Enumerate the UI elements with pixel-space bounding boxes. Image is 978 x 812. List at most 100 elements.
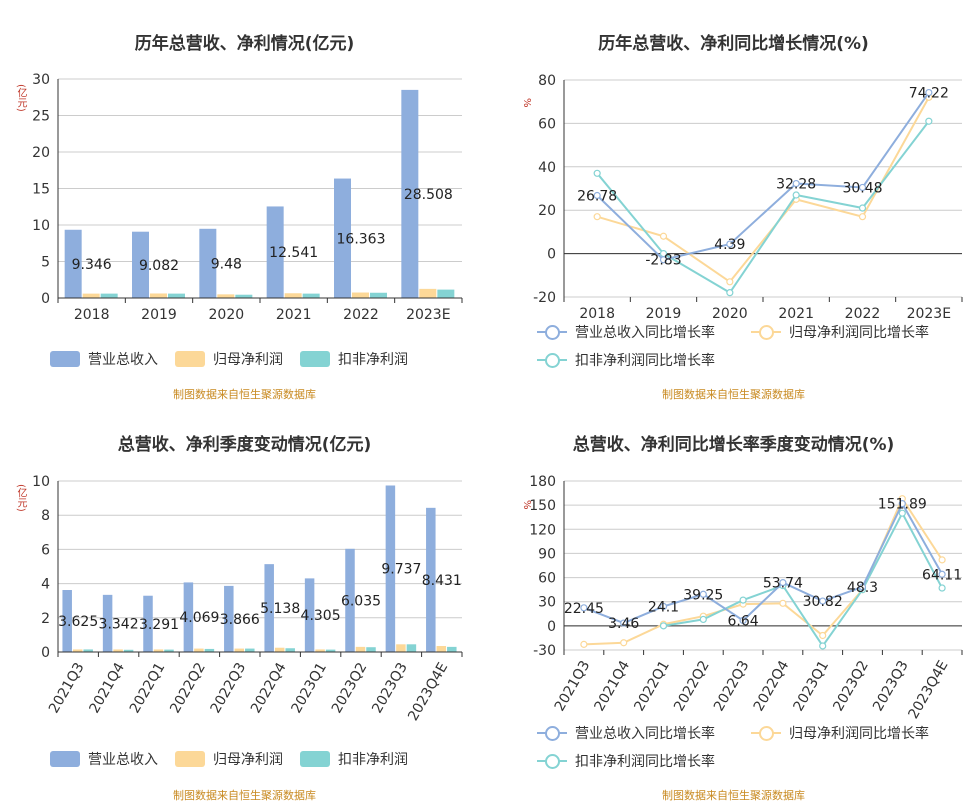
chart-title: 总营收、净利同比增长率季度变动情况(%) [572,435,895,455]
bar [234,648,245,652]
data-point [819,597,827,605]
data-point [659,232,668,240]
series-line [596,120,930,294]
annual-revenue-profit-panel: 历年总营收、净利情况(亿元) (亿元) 0 5 10 15 20 25 30 2018 2019… [0,0,489,406]
bar [334,178,351,298]
data-label: 9.346 [72,257,112,273]
bar [401,89,419,298]
bar [83,649,93,652]
legend-swatch [300,751,330,767]
legend-item-deducted-profit-growth[interactable]: 扣非净利润同比增长率 [537,751,715,771]
chart-title: 历年总营收、净利同比增长情况(%) [598,34,869,54]
legend-item-net-profit-growth[interactable]: 归母净利润同比增长率 [751,723,929,743]
bar [183,582,194,652]
legend-label: 营业总收入 [88,352,158,368]
data-label: 30.82 [803,594,843,610]
x-tick-label: 2021Q4 [592,658,634,714]
data-label: 22.45 [564,601,604,617]
bar [366,647,376,652]
y-tick-label: 20 [538,203,556,219]
y-unit-label: % [521,500,532,510]
legend-swatch [537,352,567,368]
bar [204,648,215,652]
data-label: 3.342 [99,616,139,632]
bar [302,293,320,298]
x-tick-label: 2020 [712,306,748,322]
legend-item-deducted-profit-growth[interactable]: 扣非净利润同比增长率 [537,350,715,370]
x-tick-label: 2021 [778,306,814,322]
data-label: 53.74 [763,576,803,592]
bar [64,229,82,298]
bar [264,564,274,652]
x-tick-label: 2022Q2 [671,658,713,714]
source-note: 制图数据来自恒生聚源数据库 [173,789,316,802]
x-tick-label: 2023Q3 [870,658,912,714]
data-label: 4.305 [301,608,341,624]
data-label: 26.78 [577,188,617,204]
annual-bar-chart: 0 5 10 15 20 25 30 2018 2019 2020 2021 2022 2023E 9.3… [32,72,463,323]
legend-label: 营业总收入 [88,752,158,768]
x-tick-label: 2020 [209,307,245,323]
data-label: 39.25 [683,587,723,603]
bar [150,293,167,298]
bar [437,289,455,298]
legend-label: 归母净利润同比增长率 [789,325,929,341]
annual-growth-line-chart: -20 0 20 40 60 80 2018 2019 2020 2021 2022 2023E 26.… [533,73,963,322]
data-label: 28.508 [404,187,453,203]
data-label: 4.39 [714,237,745,253]
bar [315,649,325,652]
legend-item-net-profit[interactable]: 归母净利润 [175,749,283,769]
bar [370,292,387,298]
data-point [792,179,800,188]
x-tick-label: 2023Q3 [369,660,411,716]
bar [217,294,235,298]
x-tick-label: 2022Q2 [167,660,209,716]
y-tick-label: 25 [32,109,50,125]
y-tick-label: -30 [533,643,556,659]
bar [153,649,164,652]
y-tick-label: 180 [529,474,556,490]
y-tick-label: 0 [547,619,556,635]
data-point [620,619,628,627]
bar [406,644,417,652]
legend-item-revenue-growth[interactable]: 营业总收入同比增长率 [537,322,715,342]
bar [245,648,255,652]
y-tick-label: 20 [32,145,50,161]
bar [82,293,100,298]
data-point [659,602,668,611]
data-label: 9.48 [211,256,242,272]
data-label: 32.28 [776,177,816,193]
y-tick-label: 5 [41,255,50,271]
legend-item-revenue[interactable]: 营业总收入 [50,749,158,769]
legend-item-net-profit-growth[interactable]: 归母净利润同比增长率 [751,322,929,342]
data-point [739,616,747,625]
legend-item-deducted-profit[interactable]: 扣非净利润 [300,349,408,369]
data-point [938,556,946,564]
data-label: 9.082 [139,258,179,274]
legend-item-deducted-profit[interactable]: 扣非净利润 [300,749,408,769]
x-tick-label: 2021Q3 [552,658,594,714]
bar [385,485,396,652]
x-tick-label: 2021Q4 [86,660,128,716]
legend-item-revenue[interactable]: 营业总收入 [50,349,158,369]
series-line [596,91,930,261]
x-tick-label: 2022 [845,306,881,322]
data-label: 12.541 [269,245,318,261]
bar [426,507,436,652]
x-tick-label: 2018 [579,306,615,322]
data-label: 3.291 [139,617,179,633]
legend-swatch [50,351,80,367]
annual-growth-panel: 历年总营收、净利同比增长情况(%) % -20 0 20 40 60 80 2018 2019… [489,0,978,406]
y-tick-label: 6 [41,542,50,558]
x-tick-label: 2022Q4 [751,658,793,714]
x-tick-label: 2023Q2 [830,658,872,714]
bar [132,231,149,298]
y-tick-label: 90 [538,546,556,562]
bar [396,644,406,652]
bar [436,646,447,652]
legend-swatch [751,324,781,340]
legend-item-revenue-growth[interactable]: 营业总收入同比增长率 [537,723,715,743]
legend-item-net-profit[interactable]: 归母净利润 [175,349,283,369]
bar [285,648,295,652]
y-tick-label: 0 [547,247,556,263]
